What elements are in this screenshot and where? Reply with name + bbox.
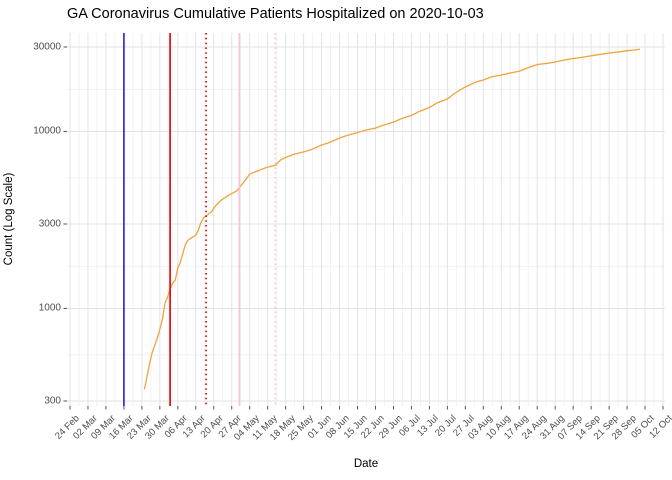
y-tick-label: 3000 [38, 218, 61, 230]
x-axis-title: Date [353, 458, 379, 470]
chart-title: GA Coronavirus Cumulative Patients Hospi… [67, 6, 484, 22]
series-line-cumulative-patients-hospitalized [143, 48, 641, 390]
y-tick-label: 300 [44, 395, 61, 407]
y-axis-title: Count (Log Scale) [3, 172, 15, 266]
y-tick-label: 1000 [38, 302, 61, 314]
y-tick-label: 10000 [33, 125, 61, 137]
y-tick-label: 30000 [33, 41, 61, 53]
